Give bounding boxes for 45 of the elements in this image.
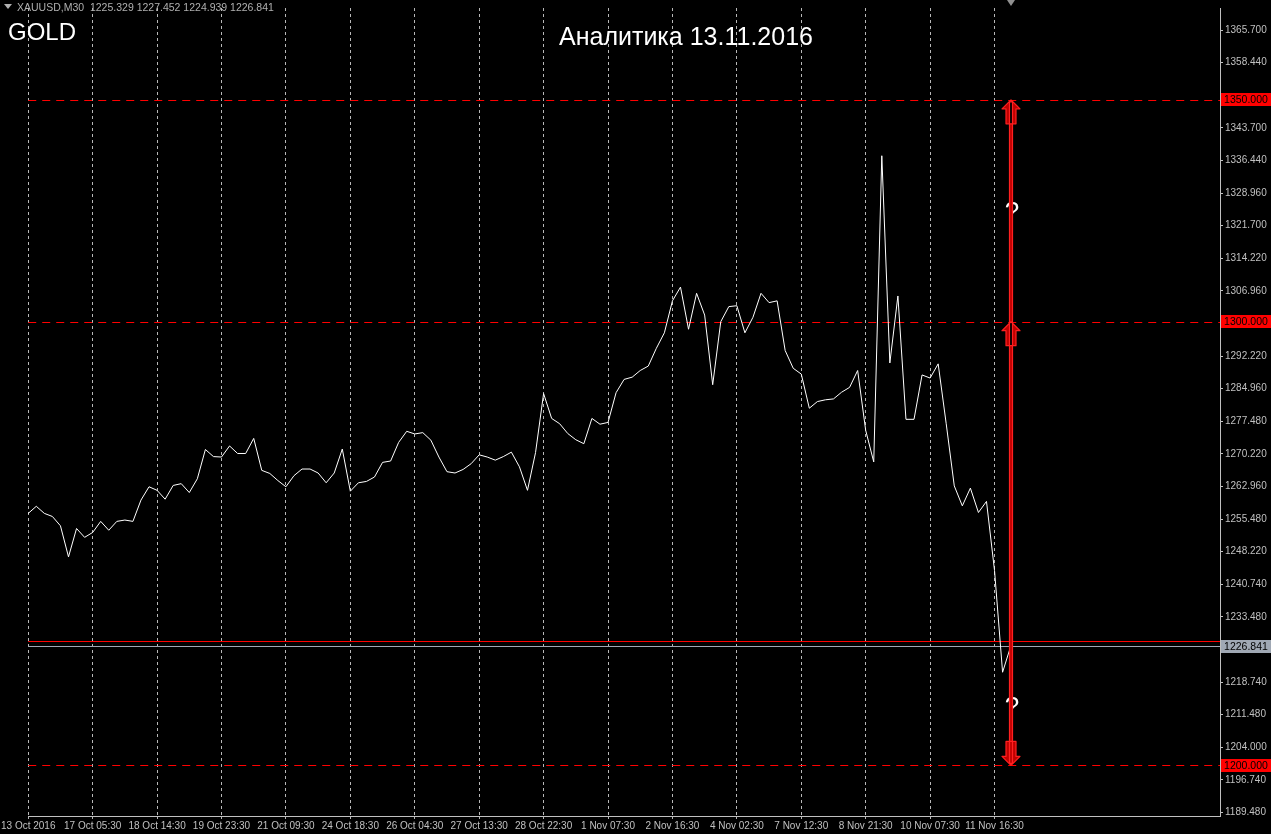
x-tick-label: 13 Oct 2016 [1, 819, 56, 831]
ref-line-label: 1300.000 [1221, 315, 1271, 329]
x-tick-label: 4 Nov 02:30 [709, 819, 765, 831]
y-tick-label: 1321.700 [1225, 219, 1268, 231]
x-tick-label: 18 Oct 14:30 [128, 819, 187, 831]
y-tick-label: 1343.700 [1225, 121, 1268, 133]
text: Аналитика 13.11.2016 [559, 22, 813, 50]
x-tick-label: 28 Oct 22:30 [514, 819, 573, 831]
x-tick-label: 27 Oct 13:30 [450, 819, 509, 831]
y-tick-label: 1270.220 [1225, 447, 1268, 459]
ref-line-label: 1200.000 [1221, 758, 1271, 772]
y-tick-label: 1358.440 [1225, 56, 1268, 68]
y-tick-label: 1240.740 [1225, 578, 1268, 590]
y-tick-label: 1255.480 [1225, 513, 1268, 524]
y-tick-label: 1262.960 [1225, 479, 1268, 491]
y-tick-label: 1211.480 [1225, 708, 1267, 720]
y-tick-label: 1233.480 [1225, 610, 1268, 622]
x-tick-label: 10 Nov 07:30 [900, 819, 961, 831]
x-tick-label: 7 Nov 12:30 [774, 819, 829, 831]
y-tick-label: 1306.960 [1225, 284, 1268, 296]
y-tick-label: 1189.480 [1225, 805, 1267, 817]
y-tick-label: 1284.960 [1225, 382, 1268, 394]
x-tick-label: 24 Oct 18:30 [321, 819, 380, 831]
x-tick-label: 1 Nov 07:30 [581, 819, 636, 831]
x-tick-label: 8 Nov 21:30 [838, 819, 894, 831]
y-tick-label: 1336.440 [1225, 153, 1268, 165]
y-tick-label: 1196.740 [1225, 773, 1267, 785]
y-tick-label: 1292.220 [1225, 349, 1268, 361]
x-tick-label: 11 Nov 16:30 [965, 819, 1025, 831]
annotation: GOLD [8, 18, 77, 45]
x-tick-label: 21 Oct 09:30 [257, 819, 315, 831]
x-tick-label: 19 Oct 23:30 [192, 819, 251, 831]
y-tick-label: 1204.000 [1225, 741, 1268, 753]
y-tick-label: 1328.960 [1225, 186, 1268, 198]
x-tick-label: 2 Nov 16:30 [645, 819, 700, 831]
y-tick-label: 1314.220 [1225, 252, 1268, 264]
ref-line-label: 1226.841 [1221, 639, 1271, 653]
y-tick-label: 1365.700 [1225, 23, 1268, 35]
y-tick-label: 1218.740 [1225, 676, 1268, 688]
ref-line-label: 1350.000 [1221, 93, 1271, 107]
x-tick-label: 17 Oct 05:30 [64, 819, 122, 831]
annotation: XAUUSD,M30 1225.329 1227.452 1224.939 1226.841 [17, 1, 274, 13]
x-tick-label: 26 Oct 04:30 [386, 819, 444, 831]
y-tick-label: 1248.220 [1225, 545, 1268, 557]
y-tick-label: 1277.480 [1225, 415, 1268, 427]
